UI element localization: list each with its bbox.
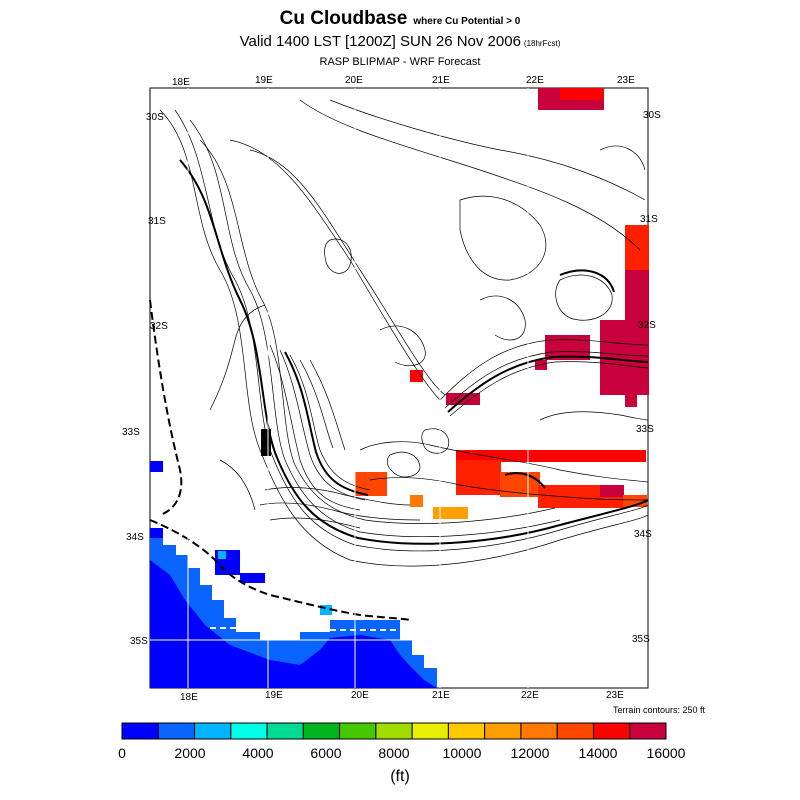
lon-label: 20E xyxy=(351,690,369,701)
map-title: Cu Cloudbase where Cu Potential > 0 xyxy=(0,8,800,30)
colorbar-tick-label: 2000 xyxy=(174,745,206,761)
forecast-tag: (18hrFcst) xyxy=(523,39,561,48)
valid-time: Valid 1400 LST [1200Z] SUN 26 Nov 2006 (1… xyxy=(0,33,800,50)
colorbar-swatch xyxy=(302,722,341,740)
valid-line: Valid 1400 LST [1200Z] SUN 26 Nov 2006 xyxy=(239,33,521,50)
lat-label: 35S xyxy=(130,636,148,647)
colorbar xyxy=(121,722,667,740)
colorbar-tick-label: 6000 xyxy=(310,745,342,761)
colorbar-swatch xyxy=(629,722,667,740)
lat-labels-left: 30S 31S 32S 33S 34S 35S xyxy=(122,112,168,647)
lon-label: 23E xyxy=(617,75,635,86)
title-qualifier: where Cu Potential > 0 xyxy=(413,16,521,27)
colorbar-swatch xyxy=(375,722,413,740)
lat-label: 34S xyxy=(126,532,144,543)
lat-labels-right: 30S 31S 32S 33S 34S 35S xyxy=(632,110,661,645)
terrain-note: Terrain contours: 250 ft xyxy=(612,705,705,715)
lon-label: 18E xyxy=(172,77,190,88)
colorbar-swatch xyxy=(556,722,594,740)
lon-label: 22E xyxy=(521,690,539,701)
colorbar-swatch xyxy=(484,722,522,740)
colorbar-tick-label: 16000 xyxy=(646,745,686,761)
lon-label: 21E xyxy=(432,75,450,86)
lat-label: 35S xyxy=(632,634,650,645)
lat-label: 31S xyxy=(640,214,658,225)
lat-label: 33S xyxy=(636,424,654,435)
lat-label: 32S xyxy=(150,321,168,332)
lon-label: 19E xyxy=(265,690,283,701)
colorbar-swatch xyxy=(266,722,304,740)
colorbar-tick-label: 8000 xyxy=(378,745,410,761)
colorbar-swatch xyxy=(157,722,196,740)
lon-label: 19E xyxy=(255,75,273,86)
lat-label: 30S xyxy=(146,112,164,123)
colorbar-tick-label: 14000 xyxy=(578,745,618,761)
colorbar-swatch xyxy=(121,722,159,740)
lon-labels-top: 18E 19E 20E 21E 22E 23E xyxy=(172,75,635,88)
source-line: RASP BLIPMAP - WRF Forecast xyxy=(319,56,481,68)
coastline-west xyxy=(149,299,183,516)
cloudbase-low-area xyxy=(150,461,437,688)
colorbar-swatch xyxy=(194,722,232,740)
latlon-grid xyxy=(150,88,648,688)
colorbar-tick-label: 10000 xyxy=(442,745,482,761)
colorbar-swatch xyxy=(230,722,268,740)
lon-label: 21E xyxy=(432,690,450,701)
colorbar-units: (ft) xyxy=(390,768,410,785)
colorbar-swatch xyxy=(339,722,377,740)
colorbar-tick-label: 0 xyxy=(118,745,126,761)
colorbar-swatch xyxy=(520,722,558,740)
colorbar-swatch xyxy=(592,722,631,740)
terrain-contours xyxy=(159,99,649,567)
lon-label: 18E xyxy=(180,692,198,703)
colorbar-tick-label: 4000 xyxy=(242,745,274,761)
lat-label: 31S xyxy=(148,216,166,227)
title-text: Cu Cloudbase xyxy=(279,8,408,29)
colorbar-swatch xyxy=(447,722,486,740)
lat-label: 32S xyxy=(638,320,656,331)
lat-label: 30S xyxy=(643,110,661,121)
lon-labels-bottom: 18E 19E 20E 21E 22E 23E xyxy=(180,690,624,703)
coastline-south xyxy=(210,627,400,631)
lon-label: 20E xyxy=(345,75,363,86)
map-frame xyxy=(149,87,649,689)
colorbar-tick-label: 12000 xyxy=(510,745,550,761)
lon-label: 22E xyxy=(526,75,544,86)
lon-label: 23E xyxy=(606,690,624,701)
colorbar-swatch xyxy=(411,722,449,740)
lat-label: 33S xyxy=(122,427,140,438)
lat-label: 34S xyxy=(634,529,652,540)
